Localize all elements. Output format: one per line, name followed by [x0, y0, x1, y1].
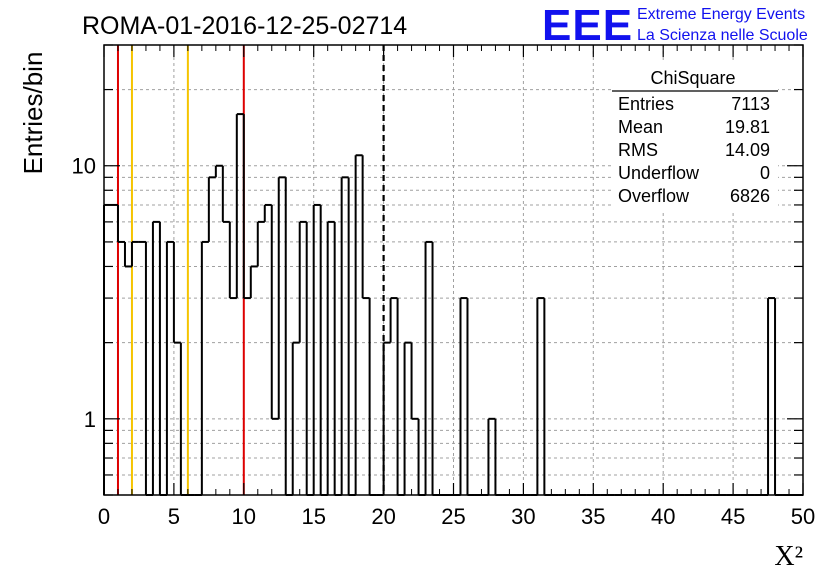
chart-title: ROMA-01-2016-12-25-02714	[82, 12, 407, 40]
y-tick-label: 1	[84, 407, 96, 432]
y-tick-label: 10	[72, 154, 96, 179]
x-tick-label: 5	[168, 504, 180, 529]
stats-value: 7113	[731, 94, 770, 114]
x-tick-label: 15	[301, 504, 325, 529]
stats-value: 0	[760, 163, 770, 183]
logo-line1: Extreme Energy Events	[637, 6, 805, 23]
axes: 0 5 10 15 20 25 30 35 40 45 50 1 10	[72, 44, 815, 529]
x-tick-label: 50	[791, 504, 815, 529]
stats-value: 14.09	[725, 140, 770, 160]
stats-box: ChiSquare Entries 7113 Mean 19.81 RMS 14.09 Un…	[612, 61, 778, 211]
stats-box-background	[612, 61, 778, 211]
stats-title: ChiSquare	[650, 68, 735, 88]
stats-value: 19.81	[725, 117, 770, 137]
x-tick-label: 40	[651, 504, 675, 529]
stats-label: Mean	[618, 117, 663, 137]
stats-label: Entries	[618, 94, 674, 114]
stats-label: RMS	[618, 140, 658, 160]
x-tick-label: 25	[441, 504, 465, 529]
stats-label: Underflow	[618, 163, 700, 183]
y-axis-label: Entries/bin	[18, 52, 48, 175]
x-tick-label: 10	[232, 504, 256, 529]
eee-logo: EEE Extreme Energy Events La Scienza nel…	[542, 1, 808, 50]
x-tick-label: 45	[721, 504, 745, 529]
x-tick-label: 20	[371, 504, 395, 529]
x-axis-label: X²	[774, 541, 803, 572]
stats-label: Overflow	[618, 186, 690, 206]
x-tick-label: 0	[98, 504, 110, 529]
logo-mark: EEE	[542, 1, 633, 50]
stats-value: 6826	[730, 186, 770, 206]
x-tick-label: 35	[581, 504, 605, 529]
logo-line2: La Scienza nelle Scuole	[637, 27, 808, 44]
x-tick-label: 30	[511, 504, 535, 529]
